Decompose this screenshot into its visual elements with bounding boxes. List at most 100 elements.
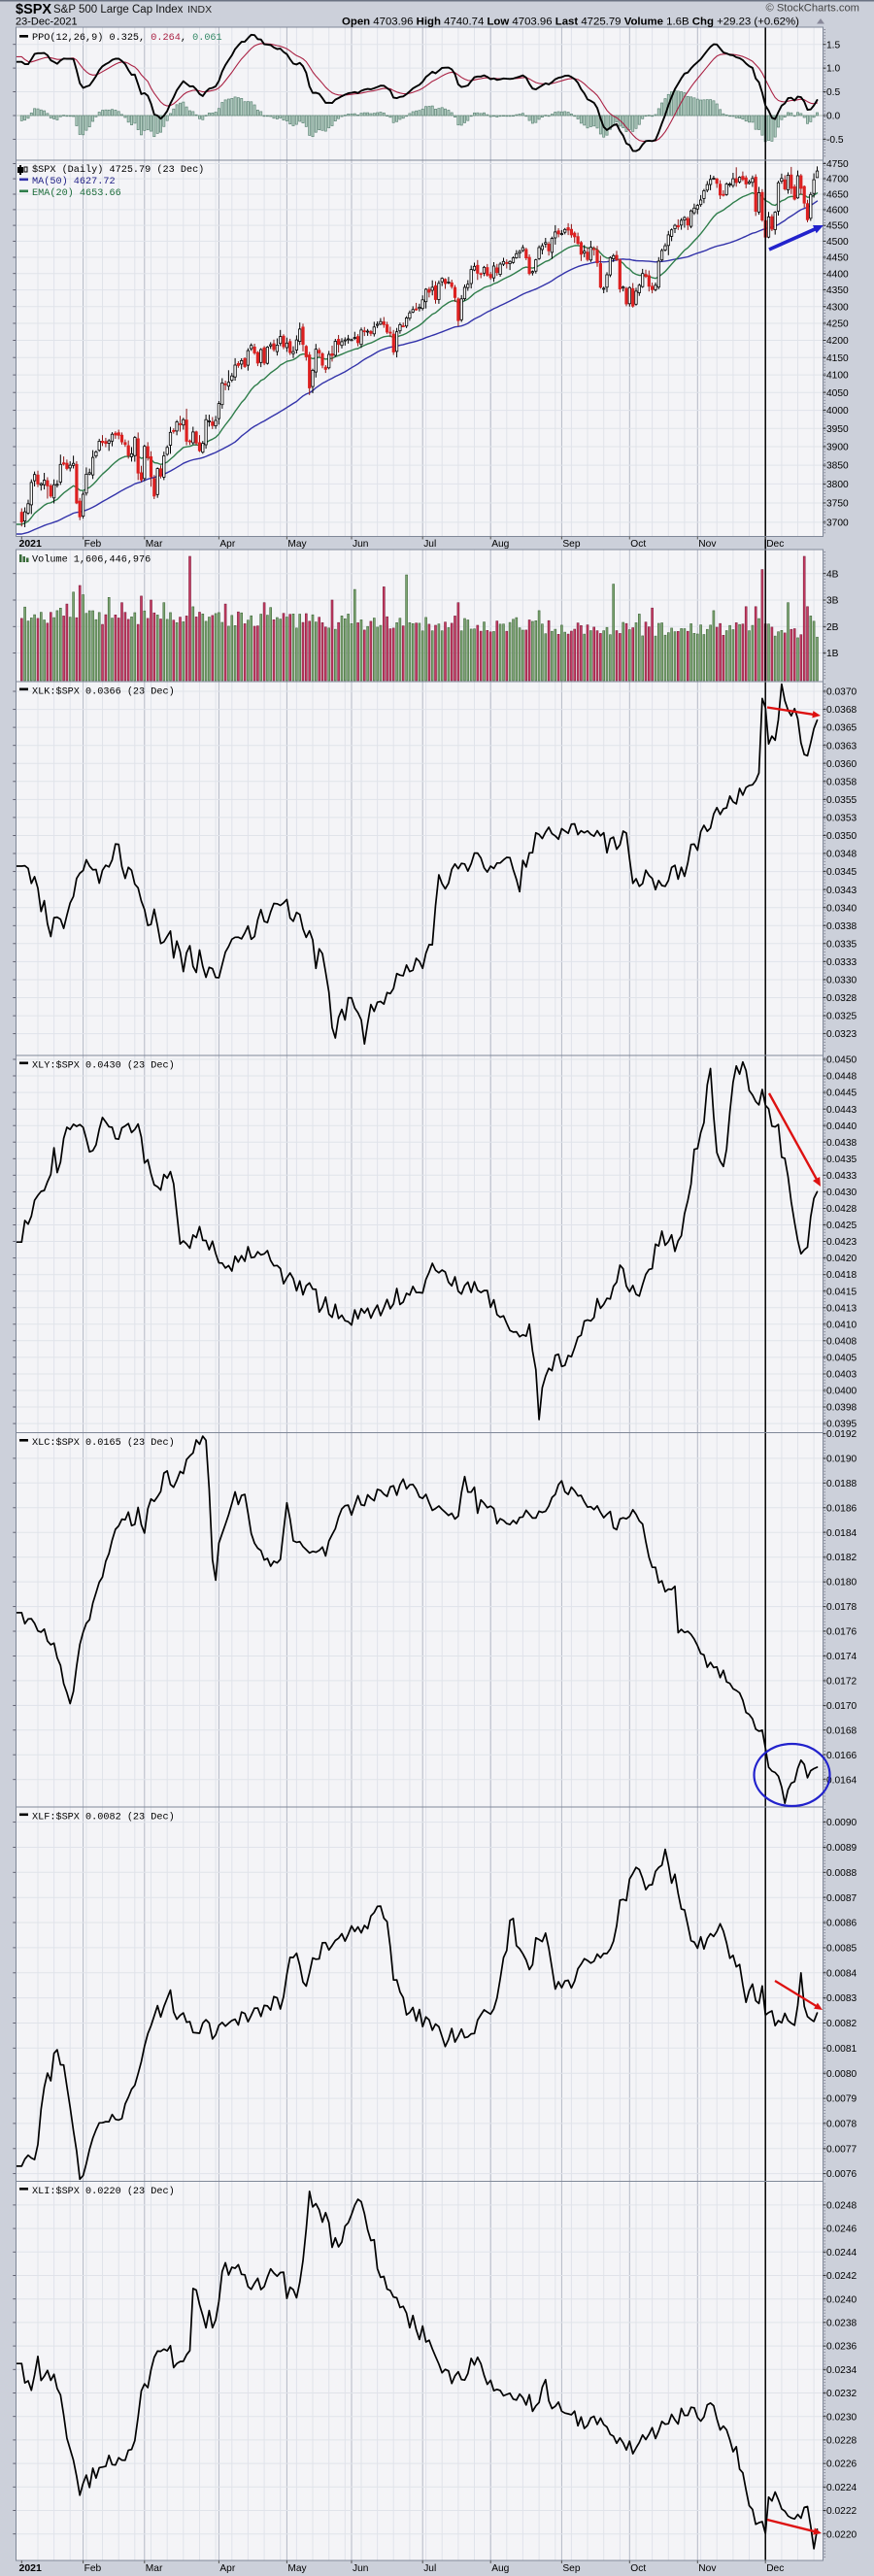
svg-text:0.0403: 0.0403	[826, 1370, 857, 1381]
svg-text:0.0323: 0.0323	[826, 1029, 857, 1040]
svg-text:3800: 3800	[826, 480, 849, 490]
svg-text:Dec: Dec	[766, 539, 784, 550]
svg-text:0.0440: 0.0440	[826, 1121, 857, 1132]
svg-text:0.0086: 0.0086	[826, 1919, 857, 1929]
svg-text:0.0448: 0.0448	[826, 1072, 857, 1083]
svg-text:0.0184: 0.0184	[826, 1528, 857, 1539]
svg-text:0.0338: 0.0338	[826, 921, 857, 932]
svg-text:0.0164: 0.0164	[826, 1775, 857, 1786]
svg-text:0.0413: 0.0413	[826, 1303, 857, 1314]
svg-text:0.0420: 0.0420	[826, 1254, 857, 1264]
svg-text:$SPX: $SPX	[16, 2, 51, 17]
svg-text:0.0077: 0.0077	[826, 2144, 857, 2155]
svg-text:4B: 4B	[826, 569, 839, 580]
svg-text:0.0176: 0.0176	[826, 1627, 857, 1638]
svg-text:0.0085: 0.0085	[826, 1944, 857, 1955]
svg-text:0.0244: 0.0244	[826, 2248, 857, 2258]
svg-text:0.0230: 0.0230	[826, 2412, 857, 2423]
svg-text:0.0090: 0.0090	[826, 1818, 857, 1828]
svg-text:0.0343: 0.0343	[826, 886, 857, 896]
svg-text:1.5: 1.5	[826, 40, 840, 50]
svg-text:0.0178: 0.0178	[826, 1602, 857, 1613]
svg-text:-0.5: -0.5	[826, 135, 844, 146]
svg-text:0.0400: 0.0400	[826, 1387, 857, 1397]
svg-text:Oct: Oct	[630, 539, 646, 550]
svg-text:XLY:$SPX 0.0430 (23 Dec): XLY:$SPX 0.0430 (23 Dec)	[32, 1060, 175, 1072]
svg-text:May: May	[287, 2563, 307, 2574]
svg-text:0.0248: 0.0248	[826, 2201, 857, 2212]
svg-text:May: May	[287, 539, 307, 550]
svg-text:0.0423: 0.0423	[826, 1237, 857, 1248]
svg-text:0.0234: 0.0234	[826, 2365, 857, 2376]
svg-text:0.0166: 0.0166	[826, 1751, 857, 1761]
svg-text:Aug: Aug	[491, 2563, 509, 2574]
svg-text:0.0415: 0.0415	[826, 1287, 857, 1297]
svg-text:Aug: Aug	[491, 539, 509, 550]
svg-text:2021: 2021	[19, 538, 43, 550]
svg-text:0.0348: 0.0348	[826, 850, 857, 860]
svg-text:0.0433: 0.0433	[826, 1171, 857, 1182]
svg-text:0.0174: 0.0174	[826, 1652, 857, 1662]
svg-text:XLK:$SPX 0.0366 (23 Dec): XLK:$SPX 0.0366 (23 Dec)	[32, 686, 175, 698]
svg-text:0.0238: 0.0238	[826, 2319, 857, 2329]
svg-text:0.0087: 0.0087	[826, 1893, 857, 1904]
svg-text:0.0080: 0.0080	[826, 2069, 857, 2080]
svg-text:0.0088: 0.0088	[826, 1868, 857, 1879]
svg-text:0.0246: 0.0246	[826, 2225, 857, 2235]
svg-text:0.0168: 0.0168	[826, 1725, 857, 1736]
svg-text:Dec: Dec	[766, 2563, 784, 2574]
svg-text:0.0180: 0.0180	[826, 1578, 857, 1589]
svg-text:0.0368: 0.0368	[826, 705, 857, 716]
svg-text:4400: 4400	[826, 269, 849, 280]
svg-text:4600: 4600	[826, 206, 849, 217]
svg-text:Apr: Apr	[219, 2563, 235, 2574]
svg-text:4450: 4450	[826, 253, 849, 264]
svg-text:Nov: Nov	[698, 2563, 717, 2574]
svg-text:2B: 2B	[826, 622, 839, 633]
svg-text:0.0360: 0.0360	[826, 759, 857, 770]
svg-text:4700: 4700	[826, 175, 849, 185]
svg-text:0.0228: 0.0228	[826, 2436, 857, 2447]
svg-text:4300: 4300	[826, 302, 849, 313]
svg-text:Open 4703.96 High 4740.74 Low: Open 4703.96 High 4740.74 Low 4703.96 La…	[342, 17, 799, 28]
svg-text:0.0408: 0.0408	[826, 1336, 857, 1347]
svg-text:Nov: Nov	[698, 539, 717, 550]
svg-text:0.0089: 0.0089	[826, 1843, 857, 1854]
svg-text:0.0081: 0.0081	[826, 2044, 857, 2055]
svg-text:0.0333: 0.0333	[826, 957, 857, 968]
svg-text:0.0430: 0.0430	[826, 1188, 857, 1198]
svg-text:3B: 3B	[826, 596, 839, 607]
svg-text:0.0345: 0.0345	[826, 867, 857, 878]
svg-text:0.0224: 0.0224	[826, 2483, 857, 2493]
svg-text:0.0443: 0.0443	[826, 1105, 857, 1116]
svg-text:1.0: 1.0	[826, 64, 840, 75]
svg-text:0.0076: 0.0076	[826, 2169, 857, 2180]
svg-text:0.0172: 0.0172	[826, 1677, 857, 1688]
svg-text:4500: 4500	[826, 237, 849, 248]
svg-text:4250: 4250	[826, 319, 849, 330]
svg-text:0.0365: 0.0365	[826, 723, 857, 734]
svg-text:S&P 500 Large Cap Index: S&P 500 Large Cap Index	[53, 4, 184, 16]
svg-text:0.0353: 0.0353	[826, 814, 857, 824]
svg-text:Jul: Jul	[423, 2563, 436, 2574]
svg-text:4200: 4200	[826, 336, 849, 347]
svg-text:4550: 4550	[826, 221, 849, 232]
svg-text:Sep: Sep	[562, 539, 580, 550]
svg-text:2021: 2021	[19, 2562, 43, 2574]
svg-text:Mar: Mar	[146, 2563, 163, 2574]
svg-text:3700: 3700	[826, 519, 849, 529]
svg-text:0.0242: 0.0242	[826, 2271, 857, 2282]
svg-text:0.0435: 0.0435	[826, 1154, 857, 1165]
svg-text:0.0418: 0.0418	[826, 1270, 857, 1281]
svg-text:4050: 4050	[826, 388, 849, 399]
svg-text:Oct: Oct	[630, 2563, 646, 2574]
svg-text:XLF:$SPX 0.0082 (23 Dec): XLF:$SPX 0.0082 (23 Dec)	[32, 1812, 175, 1823]
svg-text:0.0325: 0.0325	[826, 1012, 857, 1022]
svg-text:MA(50) 4627.72: MA(50) 4627.72	[32, 176, 116, 187]
svg-text:0.0438: 0.0438	[826, 1138, 857, 1149]
svg-text:0.0192: 0.0192	[826, 1429, 857, 1440]
svg-text:23-Dec-2021: 23-Dec-2021	[16, 17, 78, 28]
svg-text:0.0236: 0.0236	[826, 2342, 857, 2353]
svg-text:XLI:$SPX 0.0220 (23 Dec): XLI:$SPX 0.0220 (23 Dec)	[32, 2186, 175, 2197]
svg-text:0.0182: 0.0182	[826, 1553, 857, 1563]
